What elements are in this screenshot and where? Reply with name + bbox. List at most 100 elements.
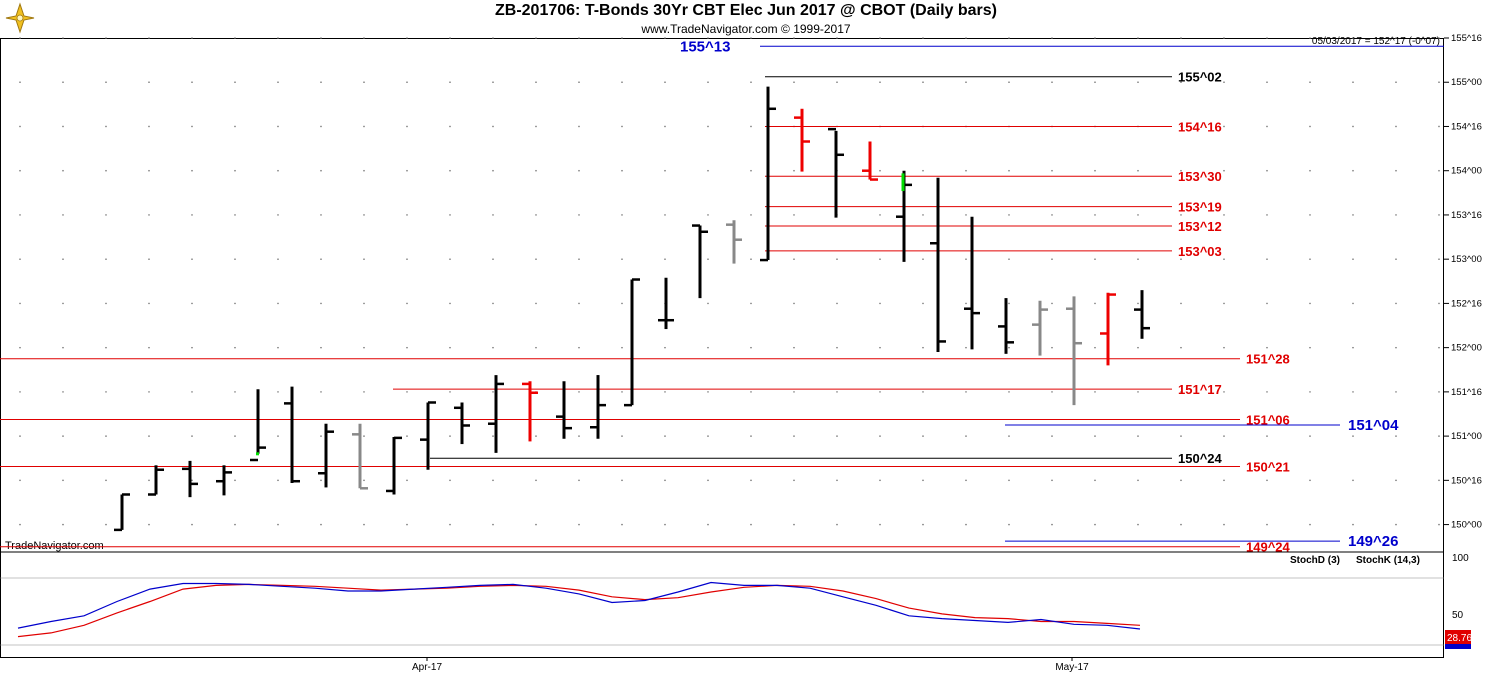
grid-dot	[1051, 81, 1053, 84]
grid-dot	[922, 302, 924, 305]
grid-dot	[449, 125, 451, 128]
grid-dot	[1266, 523, 1268, 526]
grid-dot	[1137, 523, 1139, 526]
grid-dot	[1180, 346, 1182, 349]
grid-dot	[1438, 37, 1440, 39]
chart-title: ZB-201706: T-Bonds 30Yr CBT Elec Jun 201…	[495, 2, 997, 19]
last-quote: 05/03/2017 = 152^17 (-0^07)	[1311, 36, 1440, 47]
grid-dot	[148, 435, 150, 437]
grid-dot	[1395, 258, 1397, 260]
grid-dot	[320, 125, 322, 128]
grid-dot	[1223, 346, 1225, 349]
grid-dot	[1266, 214, 1268, 216]
stoch-k-legend: StochK (14,3)	[1356, 555, 1420, 566]
grid-dot	[535, 346, 537, 349]
grid-dot	[406, 302, 408, 305]
grid-dot	[1094, 435, 1096, 437]
grid-dot	[1008, 346, 1010, 349]
grid-dot	[965, 169, 967, 172]
grid-dot	[1309, 214, 1311, 216]
grid-dot	[1352, 391, 1354, 393]
grid-dot	[707, 302, 709, 305]
grid-dot	[1180, 125, 1182, 128]
grid-dot	[621, 81, 623, 84]
grid-dot	[836, 391, 838, 393]
grid-dot	[1008, 258, 1010, 260]
x-tick-label: Apr-17	[412, 662, 442, 673]
grid-dot	[578, 214, 580, 216]
level-label: 155^02	[1178, 70, 1222, 85]
grid-dot	[1352, 302, 1354, 305]
y-tick-label: 151^16	[1451, 387, 1482, 398]
grid-dot	[1094, 391, 1096, 393]
grid-dot	[621, 391, 623, 393]
grid-dot	[320, 37, 322, 39]
level-label: 151^06	[1246, 413, 1290, 428]
grid-dot	[707, 435, 709, 437]
level-label: 150^21	[1246, 460, 1290, 475]
grid-dot	[363, 479, 365, 482]
grid-dot	[148, 81, 150, 84]
grid-dot	[707, 125, 709, 128]
grid-dot	[965, 523, 967, 526]
grid-dot	[1309, 125, 1311, 128]
grid-dot	[449, 81, 451, 84]
grid-dot	[406, 125, 408, 128]
grid-dot	[105, 435, 107, 437]
grid-dot	[1352, 523, 1354, 526]
grid-dot	[148, 214, 150, 216]
grid-dot	[535, 435, 537, 437]
grid-dot	[492, 258, 494, 260]
y-tick-label: 153^00	[1451, 254, 1482, 265]
grid-dot	[664, 346, 666, 349]
y-tick-label: 153^16	[1451, 210, 1482, 221]
levels: 155^13 155^02 154^16 153^30 153^19 153^12 153^…	[0, 38, 1444, 555]
grid-dot	[1051, 37, 1053, 39]
grid-dot	[750, 435, 752, 437]
grid-dot	[879, 81, 881, 84]
grid-dot	[1438, 125, 1440, 128]
grid-dot	[105, 523, 107, 526]
grid-dot	[1051, 479, 1053, 482]
tradenavigator-logo-icon	[5, 2, 35, 34]
grid-dot	[578, 523, 580, 526]
grid-dot	[664, 391, 666, 393]
grid-dot	[535, 479, 537, 482]
grid-dot	[1137, 302, 1139, 305]
grid-dot	[578, 37, 580, 39]
stoch-d-line	[17, 583, 1141, 638]
stoch-k-line	[17, 581, 1141, 630]
grid-dot	[320, 479, 322, 482]
grid-dot	[535, 169, 537, 172]
grid-dot	[1051, 435, 1053, 437]
grid-dot	[1266, 258, 1268, 260]
grid-dot	[1008, 302, 1010, 305]
grid-dot	[19, 523, 21, 526]
grid-dot	[1395, 214, 1397, 216]
grid-dot	[363, 37, 365, 39]
grid-dot	[191, 258, 193, 260]
grid-dot	[492, 523, 494, 526]
grid-dot	[965, 258, 967, 260]
grid-dot	[793, 169, 795, 172]
grid-dot	[1266, 479, 1268, 482]
grid-dot	[320, 346, 322, 349]
grid-dot	[363, 214, 365, 216]
level-label: 149^24	[1246, 540, 1291, 555]
grid-dot	[1223, 523, 1225, 526]
grid-dot	[105, 37, 107, 39]
grid-dot	[191, 302, 193, 305]
grid-dot	[148, 258, 150, 260]
grid-dot	[148, 302, 150, 305]
grid-dot	[664, 479, 666, 482]
grid-dot	[707, 479, 709, 482]
grid-dot	[1223, 479, 1225, 482]
grid-dot	[664, 435, 666, 437]
grid-dot	[320, 258, 322, 260]
grid-dot	[965, 346, 967, 349]
level-label: 149^26	[1348, 533, 1398, 550]
grid-dot	[922, 81, 924, 84]
grid-dot	[1266, 169, 1268, 172]
grid-dot	[1309, 169, 1311, 172]
grid-dot	[1008, 81, 1010, 84]
